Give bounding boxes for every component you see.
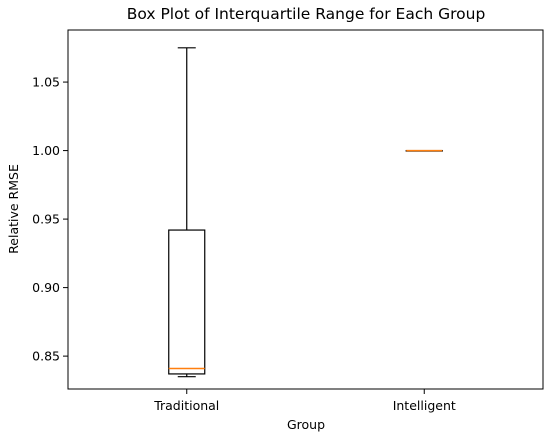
box-traditional [168, 47, 206, 378]
x-axis-label: Group [287, 417, 325, 432]
y-tick-label: 0.85 [32, 349, 60, 364]
iqr-box [168, 229, 206, 375]
x-tick-label: Intelligent [393, 398, 456, 413]
box-intelligent [405, 149, 443, 152]
plot-area [67, 29, 544, 390]
x-axis: Traditional Intelligent [153, 389, 456, 413]
y-tick-label: 1.05 [32, 75, 60, 90]
y-tick-label: 1.00 [32, 143, 60, 158]
y-axis-label: Relative RMSE [6, 164, 21, 254]
chart-title: Box Plot of Interquartile Range for Each… [127, 5, 486, 23]
y-axis: 0.85 0.90 0.95 1.00 1.05 [32, 75, 68, 364]
y-tick-label: 0.95 [32, 212, 60, 227]
y-tick-label: 0.90 [32, 280, 60, 295]
boxes [168, 47, 443, 378]
x-tick-label: Traditional [153, 398, 219, 413]
